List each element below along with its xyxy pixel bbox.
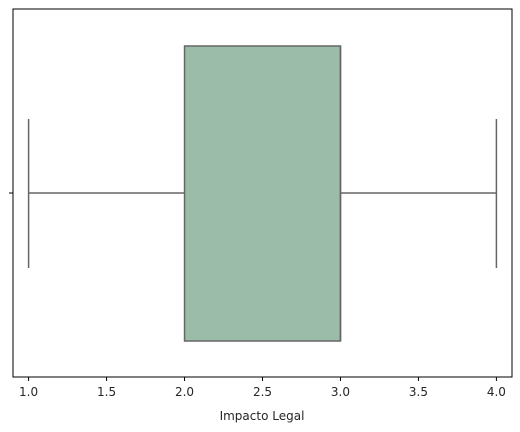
x-tick-label: 1.5 xyxy=(97,385,116,399)
x-tick-label: 4.0 xyxy=(487,385,506,399)
x-axis-label: Impacto Legal xyxy=(220,409,305,423)
x-tick-label: 3.5 xyxy=(409,385,428,399)
x-tick-label: 1.0 xyxy=(19,385,38,399)
x-tick-label: 2.0 xyxy=(175,385,194,399)
x-tick-label: 2.5 xyxy=(253,385,272,399)
iqr-box xyxy=(183,45,342,342)
box-group xyxy=(27,45,498,342)
x-axis-ticks: 1.0 1.5 2.0 2.5 3.0 3.5 4.0 xyxy=(19,377,506,399)
x-tick-label: 3.0 xyxy=(331,385,350,399)
